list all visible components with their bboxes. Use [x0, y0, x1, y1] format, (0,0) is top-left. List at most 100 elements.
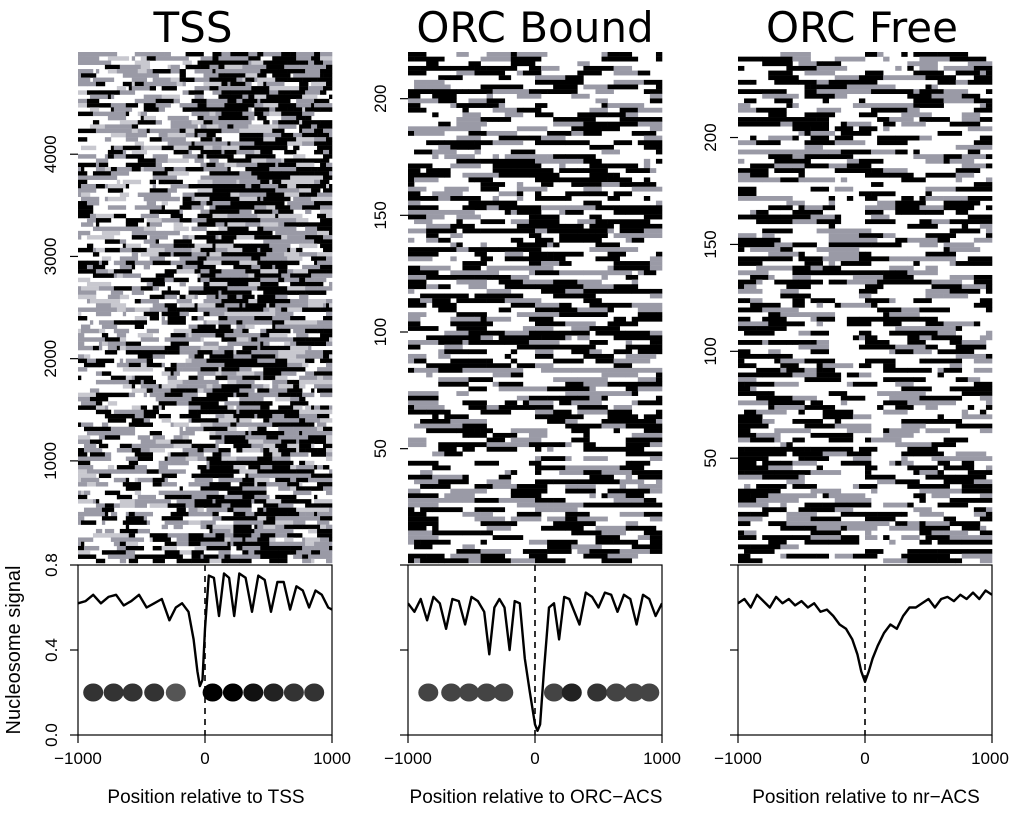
heatmap-cell: [284, 218, 297, 223]
heatmap-cell: [158, 222, 162, 227]
heatmap-cell: [462, 400, 487, 406]
heatmap-cell: [619, 228, 645, 234]
heatmap-cell: [206, 124, 219, 129]
heatmap-cell: [158, 384, 162, 389]
heatmap-cell: [967, 497, 975, 503]
heatmap-cell: [738, 465, 763, 471]
heatmap-cell: [326, 341, 333, 347]
heatmap-cell: [78, 286, 82, 291]
heatmap-cell: [278, 384, 294, 389]
heatmap-cell: [125, 358, 136, 364]
heatmap-cell: [438, 228, 457, 234]
heatmap-cell: [95, 358, 100, 364]
heatmap-cell: [643, 196, 651, 201]
heatmap-cell: [179, 281, 186, 287]
heatmap-cell: [254, 499, 261, 504]
heatmap-cell: [786, 200, 805, 206]
heatmap-cell: [329, 469, 333, 474]
heatmap-cell: [949, 363, 963, 369]
heatmap-cell: [595, 205, 614, 211]
heatmap-cell: [299, 516, 312, 521]
heatmap-cell: [925, 321, 944, 327]
heatmap-cell: [408, 400, 439, 406]
heatmap-cell: [871, 191, 896, 197]
heatmap-cell: [943, 65, 975, 71]
heatmap-cell: [883, 75, 908, 81]
heatmap-cell: [287, 379, 294, 385]
heatmap-cell: [227, 281, 246, 287]
heatmap-cell: [577, 405, 608, 410]
heatmap-cell: [450, 497, 463, 503]
heatmap-cell: [607, 409, 633, 415]
heatmap-cell: [125, 56, 130, 61]
heatmap-cell: [86, 81, 97, 87]
heatmap-cell: [158, 413, 171, 419]
heatmap-cell: [810, 265, 823, 271]
heatmap-cell: [257, 277, 261, 283]
heatmap-cell: [257, 252, 267, 257]
heatmap-cell: [275, 90, 279, 95]
heatmap-cell: [895, 344, 926, 350]
heatmap-cell: [961, 112, 981, 118]
heatmap-cell: [516, 61, 536, 67]
heatmap-cell: [744, 530, 757, 536]
heatmap-cell: [161, 418, 171, 423]
heatmap-cell: [284, 537, 294, 542]
heatmap-cell: [131, 252, 139, 257]
heatmap-cell: [450, 293, 469, 299]
heatmap-cell: [510, 493, 542, 499]
heatmap-cell: [510, 228, 536, 234]
heatmap-cell: [269, 111, 282, 117]
heatmap-cell: [577, 414, 584, 420]
heatmap-cell: [744, 284, 757, 290]
heatmap-cell: [589, 223, 614, 229]
heatmap-cell: [218, 115, 231, 121]
heatmap-cell: [146, 196, 165, 202]
heatmap-cell: [248, 430, 252, 436]
heatmap-cell: [236, 545, 243, 551]
heatmap-cell: [840, 521, 860, 527]
heatmap-cell: [167, 316, 186, 321]
heatmap-cell: [122, 482, 142, 487]
heatmap-cell: [889, 349, 896, 355]
heatmap-cell: [317, 124, 333, 129]
heatmap-cell: [299, 413, 318, 419]
heatmap-cell: [107, 103, 112, 108]
heatmap-cell: [182, 171, 189, 176]
heatmap-cell: [278, 222, 285, 227]
heatmap-cell: [967, 525, 981, 531]
heatmap-cell: [780, 307, 799, 313]
heatmap-cell: [408, 251, 439, 257]
heatmap-cell: [456, 391, 469, 396]
heatmap-cell: [408, 70, 427, 76]
heatmap-cell: [961, 484, 981, 489]
heatmap-cell: [798, 251, 805, 257]
heatmap-cell: [221, 354, 234, 359]
heatmap-cell: [311, 388, 315, 393]
heatmap-cell: [979, 335, 993, 341]
heatmap-cell: [408, 391, 439, 396]
heatmap-cell: [985, 353, 993, 359]
heatmap-cell: [203, 247, 216, 253]
heatmap-cell: [257, 524, 264, 530]
heatmap-cell: [164, 209, 180, 215]
heatmap-cell: [462, 474, 469, 480]
heatmap-cell: [107, 69, 118, 74]
heatmap-cell: [149, 128, 162, 134]
heatmap-cell: [125, 184, 130, 189]
heatmap-cell: [299, 375, 318, 381]
heatmap-cell: [877, 140, 908, 146]
heatmap-cell: [125, 132, 136, 138]
heatmap-cell: [284, 222, 288, 227]
heatmap-cell: [293, 405, 303, 410]
heatmap-cell: [239, 396, 255, 402]
heatmap-cell: [224, 333, 243, 338]
heatmap-cell: [269, 333, 288, 338]
heatmap-cell: [110, 537, 127, 542]
heatmap-cell: [780, 460, 793, 466]
heatmap-cell: [269, 507, 279, 513]
heatmap-cell: [738, 316, 751, 322]
heatmap-cell: [296, 507, 312, 513]
heatmap-cell: [738, 256, 763, 262]
heatmap-cell: [979, 535, 993, 540]
